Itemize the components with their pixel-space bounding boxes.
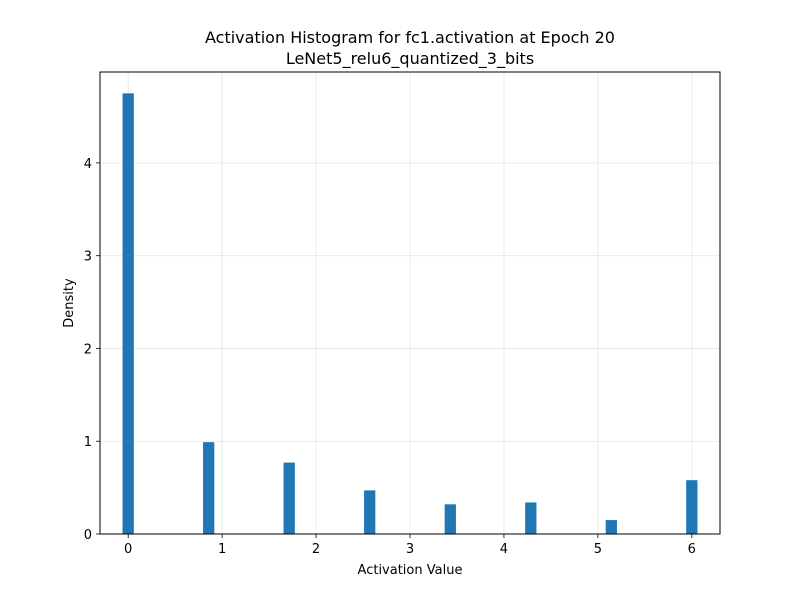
y-tick-label: 2: [84, 342, 92, 357]
histogram-bar: [605, 520, 617, 534]
histogram-bar: [122, 93, 134, 535]
x-tick-label: 6: [688, 542, 696, 557]
bars-group: [122, 93, 698, 535]
histogram-bar: [686, 480, 698, 534]
y-tick-label: 3: [84, 250, 92, 265]
x-axis-ticks: 0 1 2 3 4 5 6: [124, 534, 696, 557]
y-axis-ticks: 0 1 2 3 4: [84, 157, 100, 543]
y-tick-label: 4: [84, 157, 92, 172]
grid-lines: [100, 72, 720, 535]
y-tick-label: 0: [84, 528, 92, 543]
x-tick-label: 4: [500, 542, 508, 557]
x-axis-label: Activation Value: [358, 563, 463, 578]
x-tick-label: 2: [312, 542, 320, 557]
chart-subtitle: LeNet5_relu6_quantized_3_bits: [286, 49, 534, 69]
histogram-bar: [364, 490, 376, 534]
histogram-bar: [283, 462, 295, 534]
x-tick-label: 1: [218, 542, 226, 557]
y-axis-label: Density: [62, 278, 77, 328]
x-tick-label: 5: [594, 542, 602, 557]
histogram-bar: [203, 442, 215, 534]
x-tick-label: 3: [406, 542, 414, 557]
y-tick-label: 1: [84, 435, 92, 450]
histogram-bar: [525, 502, 537, 534]
chart-title: Activation Histogram for fc1.activation …: [205, 28, 615, 47]
histogram-bar: [444, 504, 456, 534]
x-tick-label: 0: [124, 542, 132, 557]
